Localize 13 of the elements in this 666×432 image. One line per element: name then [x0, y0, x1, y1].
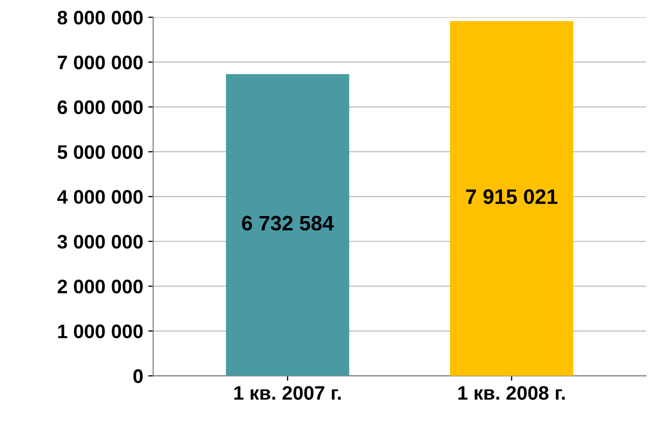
y-tick-label: 5 000 000 [58, 145, 143, 159]
y-tick-label: 4 000 000 [57, 190, 143, 204]
y-tick-label: 8 000 000 [58, 10, 143, 25]
y-tick-label: 1 000 000 [58, 324, 143, 338]
x-tick-label: 1 кв. 2007 г. [234, 386, 341, 400]
y-tick-label: 7 000 000 [58, 56, 143, 70]
y-tick-label: 3 000 000 [57, 234, 143, 249]
data-label: 7 915 021 [466, 189, 558, 204]
y-tick-label: 0 [133, 369, 143, 384]
y-tick-label: 2 000 000 [58, 280, 143, 294]
y-tick-label: 6 000 000 [58, 100, 143, 114]
data-label: 6 732 584 [242, 216, 334, 231]
x-tick-label: 1 кв. 2008 г. [458, 386, 565, 400]
